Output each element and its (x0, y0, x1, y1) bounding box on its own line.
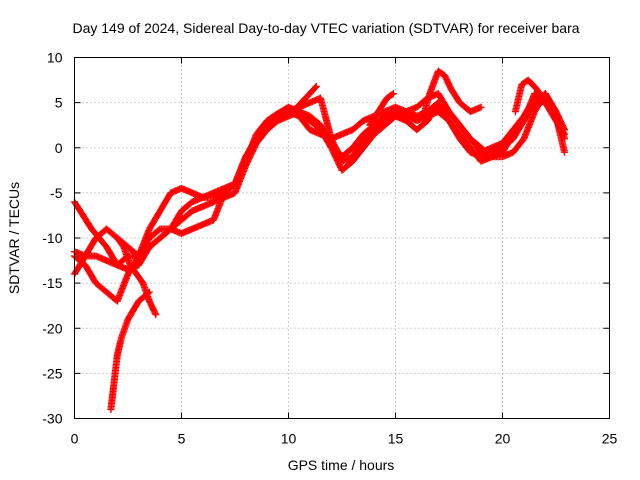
y-tick-label: -10 (42, 230, 62, 246)
data-point (560, 129, 568, 137)
series-track-6 (107, 288, 153, 413)
y-axis-title: SDTVAR / TECUs (6, 182, 22, 294)
series-track-8 (366, 90, 397, 129)
data-point (144, 289, 152, 297)
chart-title: Day 149 of 2024, Sidereal Day-to-day VTE… (72, 20, 579, 36)
series-track-9 (419, 67, 485, 120)
data-point (561, 130, 569, 138)
axis-ticks (74, 57, 610, 419)
data-point (389, 90, 397, 98)
x-tick-label: 5 (178, 431, 186, 447)
y-tick-label: -20 (42, 320, 62, 336)
series-track-4 (71, 90, 569, 274)
data-point (145, 288, 153, 296)
x-tick-label: 20 (495, 431, 511, 447)
x-tick-label: 15 (388, 431, 404, 447)
x-tick-label: 25 (602, 431, 618, 447)
y-tick-label: 5 (55, 95, 63, 111)
y-tick-labels: -30 -25 -20 -15 -10 -5 0 5 10 (42, 50, 62, 427)
x-tick-labels: 0 5 10 15 20 25 (71, 431, 618, 447)
y-tick-label: -5 (50, 185, 63, 201)
series-track-10 (511, 76, 549, 116)
x-tick-label: 0 (71, 431, 79, 447)
data-point (561, 148, 569, 156)
data-point (312, 82, 320, 90)
x-tick-label: 10 (281, 431, 297, 447)
data-series (71, 67, 569, 413)
y-tick-label: 0 (55, 140, 63, 156)
data-point (477, 103, 485, 111)
y-tick-label: -25 (42, 365, 62, 381)
y-tick-label: -15 (42, 275, 62, 291)
data-point (388, 91, 396, 99)
data-point (311, 83, 319, 91)
y-tick-label: -30 (42, 411, 62, 427)
series-track-2 (71, 90, 569, 305)
data-point (541, 97, 549, 105)
series-track-7 (289, 82, 320, 116)
x-axis-title: GPS time / hours (288, 457, 395, 473)
series-track-5 (113, 234, 160, 319)
y-tick-label: 10 (47, 50, 63, 66)
data-point (541, 99, 549, 107)
data-point (152, 311, 160, 319)
